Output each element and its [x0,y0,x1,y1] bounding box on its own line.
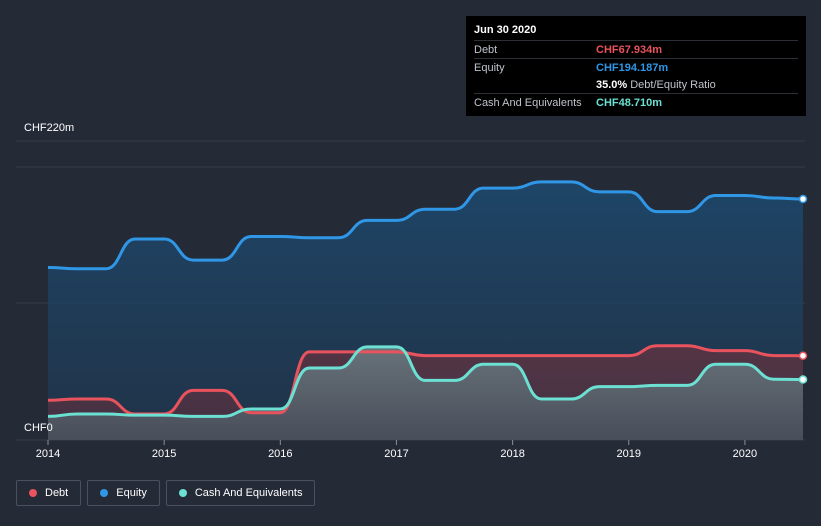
x-tick-label: 2014 [36,448,60,460]
tooltip-row-debt: Debt CHF67.934m [474,40,798,58]
equity-line [47,180,804,271]
tooltip-ratio-value: 35.0% [596,78,628,91]
cash-area [48,346,803,440]
legend-item-equity[interactable]: Equity [87,480,160,506]
tooltip-date: Jun 30 2020 [474,24,537,36]
tooltip-ratio-text: Debt/Equity Ratio [630,78,716,91]
cash-dot-icon [178,489,187,497]
equity-dot-icon [100,489,109,497]
tooltip-equity-value: CHF194.187m [596,61,669,74]
legend-item-debt[interactable]: Debt [16,480,82,506]
debt-line [47,344,804,416]
x-tick-label: 2015 [152,448,176,460]
chart-legend: Debt Equity Cash And Equivalents [16,480,316,506]
x-tick-label: 2019 [617,448,641,460]
cash-line [47,345,804,418]
tooltip-cash-label: Cash And Equivalents [474,96,582,109]
cash-end-marker[interactable] [798,375,808,384]
x-tick-label: 2016 [268,448,292,460]
x-tick-label: 2018 [500,448,524,460]
x-tick-label: 2020 [733,448,757,460]
tooltip-cash-value: CHF48.710m [596,96,663,109]
tooltip-row-equity: Equity CHF194.187m [474,58,798,76]
legend-label-cash: Cash And Equivalents [194,487,303,499]
legend-label-debt: Debt [45,487,69,499]
debt-dot-icon [29,489,37,497]
tooltip-equity-label: Equity [474,61,505,74]
tooltip-debt-value: CHF67.934m [596,43,663,56]
legend-item-cash[interactable]: Cash And Equivalents [165,480,316,506]
tooltip-row-ratio: 35.0% Debt/Equity Ratio [474,76,798,93]
data-tooltip: Jun 30 2020 Debt CHF67.934m Equity CHF19… [466,16,806,116]
y-axis-max-label: CHF220m [24,122,75,134]
x-tick-label: 2017 [384,448,408,460]
debt-end-marker[interactable] [798,351,808,360]
equity-end-marker[interactable] [798,194,808,204]
y-axis-min-label: CHF0 [24,422,53,434]
tooltip-debt-label: Debt [474,43,498,56]
tooltip-row-cash: Cash And Equivalents CHF48.710m [474,93,798,111]
legend-label-equity: Equity [116,487,147,499]
